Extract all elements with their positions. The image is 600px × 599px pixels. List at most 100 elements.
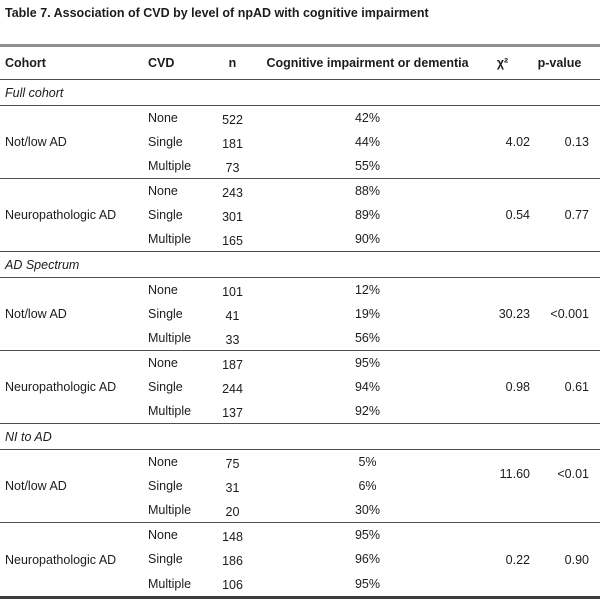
- table-row: Single 31 6%: [143, 474, 475, 498]
- table-row: Single 181 44%: [143, 130, 475, 154]
- group-ni-to-ad-notlow-ad: Not/low AD None 75 5% Single 31 6% Multi…: [0, 450, 600, 523]
- table-row: Multiple 137 92%: [143, 399, 475, 423]
- pct-cell: 5%: [358, 455, 377, 469]
- cvd-cell: None: [148, 528, 178, 543]
- cvd-cell: Single: [148, 479, 183, 493]
- n-cell: 137: [222, 405, 243, 420]
- cvd-cell: Single: [148, 307, 183, 321]
- cvd-cell: Multiple: [148, 404, 192, 418]
- pct-cell: 95%: [354, 576, 381, 591]
- table-row: Single 301 89%: [143, 203, 475, 227]
- header-p-value: p-value: [537, 56, 582, 70]
- pct-cell: 94%: [354, 380, 381, 394]
- n-cell: 101: [222, 284, 243, 299]
- n-cell: 522: [222, 112, 243, 127]
- n-cell: 181: [222, 136, 243, 151]
- pct-cell: 95%: [354, 356, 381, 370]
- table-row: None 187 95%: [143, 351, 475, 375]
- table-row: Multiple 165 90%: [143, 227, 475, 251]
- group-rows: None 522 42% Single 181 44% Multiple 73 …: [143, 106, 475, 178]
- header-cohort: Cohort: [5, 56, 46, 70]
- pct-cell: 42%: [354, 111, 381, 125]
- table-title: Table 7. Association of CVD by level of …: [5, 6, 429, 20]
- cohort-label: Neuropathologic AD: [5, 380, 117, 394]
- chi-squared-cell: 30.23: [498, 307, 530, 321]
- n-cell: 31: [225, 480, 240, 495]
- p-value-cell: 0.77: [564, 208, 589, 222]
- cvd-cell: None: [148, 283, 178, 297]
- p-value-cell: <0.01: [557, 467, 589, 481]
- n-cell: 243: [222, 185, 243, 200]
- n-cell: 75: [225, 456, 240, 471]
- group-full-cohort-neuropathologic-ad: Neuropathologic AD None 243 88% Single 3…: [0, 179, 600, 252]
- group-ad-spectrum-neuropathologic-ad: Neuropathologic AD None 187 95% Single 2…: [0, 351, 600, 424]
- table-row: Multiple 20 30%: [143, 498, 475, 522]
- section-label-ad-spectrum: AD Spectrum: [0, 252, 600, 278]
- n-cell: 186: [222, 553, 243, 568]
- cvd-cell: Multiple: [148, 232, 192, 246]
- table-row: None 522 42%: [143, 106, 475, 130]
- cvd-cell: Multiple: [148, 576, 192, 591]
- n-cell: 33: [225, 332, 240, 347]
- chi-squared-cell: 11.60: [499, 467, 530, 481]
- table-row: Multiple 33 56%: [143, 326, 475, 350]
- cvd-cell: Multiple: [148, 331, 192, 345]
- pct-cell: 56%: [354, 331, 381, 345]
- table-row: None 75 5%: [143, 450, 475, 474]
- cvd-cell: None: [148, 455, 178, 469]
- header-cvd: CVD: [148, 56, 175, 70]
- cvd-cell: None: [148, 184, 178, 198]
- group-rows: None 243 88% Single 301 89% Multiple 165…: [143, 179, 475, 251]
- pct-cell: 30%: [354, 503, 381, 517]
- n-cell: 106: [222, 578, 243, 593]
- table-row: None 101 12%: [143, 278, 475, 302]
- chi-squared-cell: 0.54: [505, 208, 530, 222]
- group-ni-to-ad-neuropathologic-ad: Neuropathologic AD None 148 95% Single 1…: [0, 523, 600, 596]
- table-row: Multiple 106 95%: [143, 572, 475, 596]
- table-row: Single 41 19%: [143, 302, 475, 326]
- p-value-cell: 0.90: [564, 552, 589, 567]
- cohort-label: Neuropathologic AD: [5, 552, 117, 567]
- pct-cell: 92%: [354, 404, 381, 418]
- chi-squared-cell: 4.02: [505, 135, 530, 149]
- header-chi-squared: χ²: [496, 56, 509, 70]
- table-row: None 148 95%: [143, 523, 475, 547]
- cvd-cell: Single: [148, 208, 183, 222]
- group-rows: None 75 5% Single 31 6% Multiple 20 30%: [143, 450, 475, 522]
- group-rows: None 101 12% Single 41 19% Multiple 33 5…: [143, 278, 475, 350]
- pct-cell: 96%: [354, 552, 381, 567]
- pct-cell: 89%: [354, 208, 381, 222]
- pct-cell: 88%: [354, 184, 381, 198]
- section-label-full-cohort: Full cohort: [0, 80, 600, 106]
- n-cell: 301: [222, 209, 243, 224]
- p-value-cell: 0.61: [564, 380, 589, 394]
- header-n: n: [228, 56, 237, 70]
- chi-squared-cell: 0.22: [505, 552, 530, 567]
- n-cell: 165: [222, 233, 243, 248]
- table-row: None 243 88%: [143, 179, 475, 203]
- pct-cell: 55%: [354, 159, 381, 173]
- cvd-cell: Multiple: [148, 159, 192, 173]
- section-label-ni-to-ad: NI to AD: [0, 424, 600, 450]
- group-ad-spectrum-notlow-ad: Not/low AD None 101 12% Single 41 19% Mu…: [0, 278, 600, 351]
- n-cell: 73: [225, 160, 240, 175]
- pct-cell: 19%: [354, 307, 381, 321]
- header-cognitive: Cognitive impairment or dementia: [266, 56, 469, 70]
- p-value-cell: <0.001: [550, 307, 589, 321]
- cohort-label: Neuropathologic AD: [5, 208, 117, 222]
- group-full-cohort-notlow-ad: Not/low AD None 522 42% Single 181 44% M…: [0, 106, 600, 179]
- cvd-cell: Single: [148, 380, 183, 394]
- pct-cell: 90%: [354, 232, 381, 246]
- n-cell: 41: [225, 308, 240, 323]
- cvd-cell: Multiple: [148, 503, 192, 517]
- cvd-cell: Single: [148, 135, 183, 149]
- cvd-cell: Single: [148, 552, 183, 567]
- n-cell: 148: [222, 529, 243, 544]
- table-header-row: Cohort CVD n Cognitive impairment or dem…: [0, 47, 600, 80]
- n-cell: 244: [222, 381, 243, 396]
- table-row: Single 186 96%: [143, 547, 475, 571]
- chi-squared-cell: 0.98: [505, 380, 530, 394]
- data-table: Cohort CVD n Cognitive impairment or dem…: [0, 44, 600, 599]
- n-cell: 187: [222, 357, 243, 372]
